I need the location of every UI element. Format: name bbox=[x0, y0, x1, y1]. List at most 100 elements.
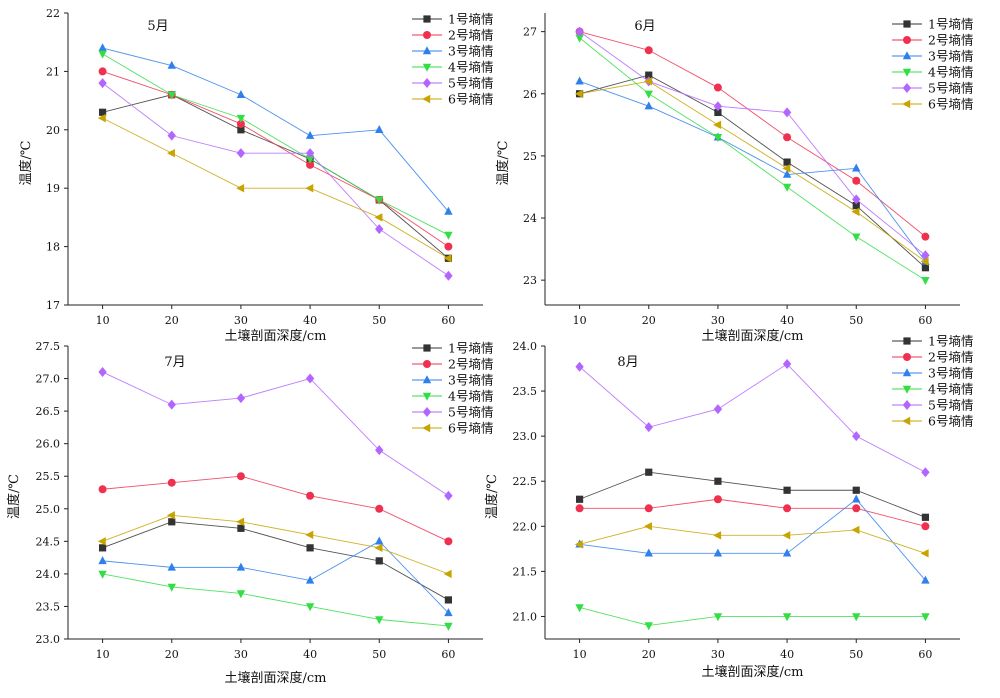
data-point bbox=[305, 155, 315, 164]
series-line-2 bbox=[579, 31, 926, 238]
series-line-1 bbox=[102, 94, 449, 259]
data-point bbox=[444, 537, 453, 546]
y-tick-label: 22 bbox=[46, 7, 60, 20]
series-line-4 bbox=[102, 573, 449, 627]
legend-label: 1号墒情 bbox=[448, 12, 493, 27]
data-point bbox=[921, 613, 930, 622]
legend-label: 3号墒情 bbox=[448, 44, 493, 59]
data-point bbox=[782, 183, 792, 192]
data-point bbox=[644, 548, 653, 557]
y-tick-label: 26.5 bbox=[36, 405, 61, 418]
data-point bbox=[305, 130, 315, 139]
x-tick-label: 20 bbox=[642, 314, 656, 327]
legend-marker bbox=[423, 360, 431, 368]
legend-marker bbox=[902, 368, 912, 377]
data-point bbox=[920, 549, 929, 558]
legend-label: 1号墒情 bbox=[448, 341, 493, 356]
x-tick-label: 50 bbox=[849, 648, 863, 661]
x-tick-label: 10 bbox=[96, 648, 110, 661]
series-line-3 bbox=[102, 47, 449, 212]
y-tick-label: 20 bbox=[46, 124, 60, 137]
data-point bbox=[375, 557, 383, 565]
legend-label: 6号墒情 bbox=[928, 414, 973, 429]
data-point bbox=[852, 486, 860, 494]
data-point bbox=[921, 232, 930, 241]
x-tick-label: 10 bbox=[573, 648, 587, 661]
data-point bbox=[713, 83, 722, 92]
legend-label: 6号墒情 bbox=[928, 97, 973, 112]
x-tick-label: 30 bbox=[711, 648, 725, 661]
data-point bbox=[645, 468, 653, 476]
data-point bbox=[98, 50, 107, 59]
legend-marker bbox=[422, 407, 432, 417]
y-tick-label: 22.0 bbox=[513, 520, 538, 533]
legend-label: 2号墒情 bbox=[928, 33, 973, 48]
legend-label: 3号墒情 bbox=[928, 366, 973, 381]
series-line-3 bbox=[102, 540, 449, 614]
chart-panel-3: 10 20 30 40 50 60 23.0 23.5 24.0 24.5 25.0 25.5 26.0… bbox=[6, 340, 493, 686]
data-point bbox=[167, 60, 176, 69]
data-point bbox=[98, 43, 107, 52]
data-point bbox=[236, 472, 245, 481]
x-tick-label: 40 bbox=[303, 314, 317, 327]
legend-marker bbox=[422, 46, 432, 55]
data-point bbox=[921, 575, 930, 584]
x-tick-label: 40 bbox=[303, 648, 317, 661]
data-point bbox=[306, 160, 315, 169]
legend-marker bbox=[902, 385, 912, 394]
data-point bbox=[98, 556, 107, 565]
chart-panel-4: 10 20 30 40 50 60 21.0 21.5 22.0 22.5 23.0 23.5 24.0… bbox=[484, 334, 973, 681]
series-line-5 bbox=[579, 31, 926, 256]
legend-marker bbox=[903, 353, 911, 361]
data-point bbox=[713, 531, 722, 540]
data-point bbox=[852, 431, 861, 442]
x-tick-label: 20 bbox=[642, 648, 656, 661]
data-point bbox=[167, 130, 176, 141]
data-point bbox=[575, 495, 584, 503]
series-line-6 bbox=[102, 117, 449, 259]
y-tick-label: 23.5 bbox=[36, 600, 61, 613]
data-point bbox=[852, 613, 861, 622]
data-point bbox=[714, 108, 722, 117]
data-point bbox=[713, 134, 723, 143]
x-tick-label: 10 bbox=[573, 314, 587, 327]
data-point bbox=[575, 604, 584, 613]
legend-label: 2号墒情 bbox=[928, 350, 973, 365]
data-point bbox=[644, 90, 653, 99]
data-point bbox=[921, 467, 930, 478]
data-point bbox=[783, 486, 791, 494]
data-point bbox=[782, 164, 791, 173]
data-point bbox=[236, 148, 246, 159]
series-line-5 bbox=[102, 82, 449, 277]
series-line-6 bbox=[579, 525, 926, 554]
data-point bbox=[443, 569, 452, 579]
data-point bbox=[921, 250, 930, 261]
y-tick-label: 23.0 bbox=[36, 633, 61, 646]
data-point bbox=[305, 575, 315, 584]
legend-marker bbox=[902, 68, 912, 77]
series-line-1 bbox=[579, 74, 926, 269]
data-point bbox=[236, 590, 246, 599]
y-tick-label: 27.5 bbox=[36, 340, 61, 353]
legend-label: 3号墒情 bbox=[928, 49, 973, 64]
x-axis-label: 土壤剖面深度/cm bbox=[702, 664, 804, 680]
x-tick-label: 60 bbox=[918, 314, 932, 327]
data-point bbox=[574, 540, 583, 549]
data-point bbox=[644, 422, 653, 433]
legend-marker bbox=[902, 51, 912, 60]
data-point bbox=[921, 513, 930, 521]
chart-panel-2: 10 20 30 40 50 60 23 24 25 26 27 土壤剖面深度/cm 温度/℃ 6月 1号墒… bbox=[495, 13, 973, 344]
data-point bbox=[444, 622, 453, 631]
data-point bbox=[375, 224, 384, 235]
data-point bbox=[237, 524, 245, 532]
y-tick-label: 24 bbox=[523, 212, 537, 225]
data-point bbox=[97, 537, 106, 546]
data-point bbox=[921, 276, 930, 285]
data-point bbox=[98, 67, 107, 76]
y-tick-label: 25 bbox=[523, 150, 537, 163]
legend-marker bbox=[902, 83, 912, 93]
data-point bbox=[375, 536, 384, 545]
data-point bbox=[305, 148, 315, 159]
data-point bbox=[444, 242, 453, 251]
data-point bbox=[643, 522, 652, 531]
